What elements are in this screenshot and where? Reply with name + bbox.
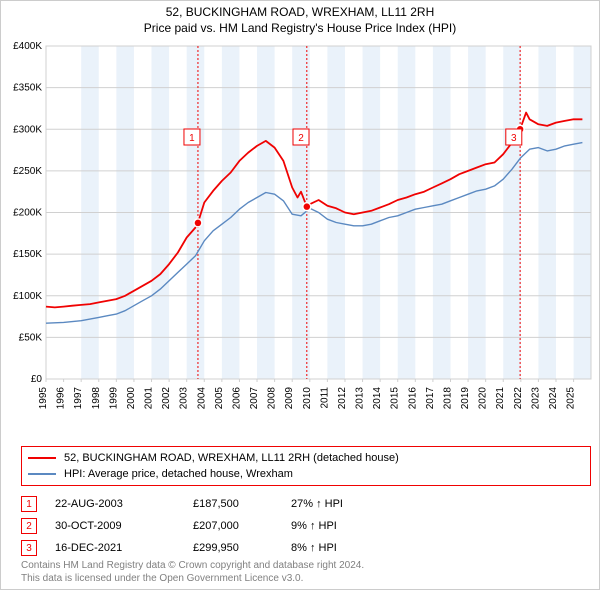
transaction-date: 16-DEC-2021 — [55, 542, 175, 554]
svg-text:2014: 2014 — [372, 387, 383, 410]
transactions-table: 1 22-AUG-2003 £187,500 27% ↑ HPI 2 30-OCT-200… — [21, 493, 591, 559]
svg-text:2022: 2022 — [513, 387, 524, 410]
svg-text:£300K: £300K — [13, 124, 42, 135]
svg-text:2006: 2006 — [231, 387, 242, 410]
line-chart: £0 £50K £100K £150K £200K £250K £300K £350K £400… — [1, 41, 600, 441]
svg-text:£400K: £400K — [13, 41, 42, 52]
svg-text:2018: 2018 — [442, 387, 453, 410]
svg-text:2023: 2023 — [530, 387, 541, 410]
svg-text:2016: 2016 — [407, 387, 418, 410]
svg-text:£100K: £100K — [13, 291, 42, 302]
svg-text:2011: 2011 — [319, 387, 330, 409]
svg-text:2015: 2015 — [390, 387, 401, 410]
subtitle: Price paid vs. HM Land Registry's House … — [1, 21, 599, 35]
svg-text:2008: 2008 — [267, 387, 278, 410]
svg-text:2012: 2012 — [337, 387, 348, 410]
svg-text:2020: 2020 — [478, 387, 489, 410]
svg-text:£50K: £50K — [19, 332, 43, 343]
credits-line2: This data is licensed under the Open Gov… — [21, 572, 581, 585]
svg-text:2002: 2002 — [161, 387, 172, 410]
transaction-badge: 2 — [21, 518, 37, 534]
svg-text:1: 1 — [189, 133, 195, 144]
svg-text:£250K: £250K — [13, 166, 42, 177]
transaction-row: 1 22-AUG-2003 £187,500 27% ↑ HPI — [21, 493, 591, 515]
transaction-pct: 9% ↑ HPI — [291, 520, 391, 532]
legend-label: 52, BUCKINGHAM ROAD, WREXHAM, LL11 2RH (… — [64, 450, 399, 466]
svg-text:1995: 1995 — [38, 387, 49, 410]
transaction-date: 22-AUG-2003 — [55, 498, 175, 510]
svg-text:£200K: £200K — [13, 208, 42, 219]
svg-text:£350K: £350K — [13, 83, 42, 94]
svg-text:1998: 1998 — [91, 387, 102, 410]
transaction-pct: 27% ↑ HPI — [291, 498, 391, 510]
transaction-badge: 1 — [21, 496, 37, 512]
svg-text:2021: 2021 — [495, 387, 506, 410]
svg-text:2007: 2007 — [249, 387, 260, 410]
svg-text:3: 3 — [511, 133, 517, 144]
svg-text:2000: 2000 — [126, 387, 137, 410]
legend-row: 52, BUCKINGHAM ROAD, WREXHAM, LL11 2RH (… — [28, 450, 584, 466]
svg-text:2024: 2024 — [548, 387, 559, 410]
svg-text:2003: 2003 — [179, 387, 190, 410]
svg-text:2019: 2019 — [460, 387, 471, 410]
svg-text:2: 2 — [298, 133, 304, 144]
svg-text:2001: 2001 — [144, 387, 155, 410]
credits: Contains HM Land Registry data © Crown c… — [21, 559, 581, 585]
svg-text:2005: 2005 — [214, 387, 225, 410]
svg-text:2009: 2009 — [284, 387, 295, 410]
svg-text:2010: 2010 — [302, 387, 313, 410]
address-title: 52, BUCKINGHAM ROAD, WREXHAM, LL11 2RH — [1, 5, 599, 19]
legend-swatch — [28, 457, 56, 459]
transaction-price: £299,950 — [193, 542, 273, 554]
legend-row: HPI: Average price, detached house, Wrex… — [28, 466, 584, 482]
transaction-date: 30-OCT-2009 — [55, 520, 175, 532]
svg-text:1999: 1999 — [108, 387, 119, 410]
svg-text:1997: 1997 — [73, 387, 84, 410]
transaction-row: 3 16-DEC-2021 £299,950 8% ↑ HPI — [21, 537, 591, 559]
svg-text:£150K: £150K — [13, 249, 42, 260]
svg-text:2004: 2004 — [196, 387, 207, 410]
svg-text:£0: £0 — [31, 374, 43, 385]
svg-text:2017: 2017 — [425, 387, 436, 410]
transaction-price: £187,500 — [193, 498, 273, 510]
legend-label: HPI: Average price, detached house, Wrex… — [64, 466, 293, 482]
legend: 52, BUCKINGHAM ROAD, WREXHAM, LL11 2RH (… — [21, 446, 591, 486]
svg-text:1996: 1996 — [56, 387, 67, 410]
transaction-pct: 8% ↑ HPI — [291, 542, 391, 554]
transaction-price: £207,000 — [193, 520, 273, 532]
transaction-row: 2 30-OCT-2009 £207,000 9% ↑ HPI — [21, 515, 591, 537]
chart-page: 52, BUCKINGHAM ROAD, WREXHAM, LL11 2RH P… — [0, 0, 600, 590]
legend-swatch — [28, 473, 56, 475]
svg-text:2013: 2013 — [355, 387, 366, 410]
transaction-badge: 3 — [21, 540, 37, 556]
credits-line1: Contains HM Land Registry data © Crown c… — [21, 559, 581, 572]
svg-text:2025: 2025 — [566, 387, 577, 410]
